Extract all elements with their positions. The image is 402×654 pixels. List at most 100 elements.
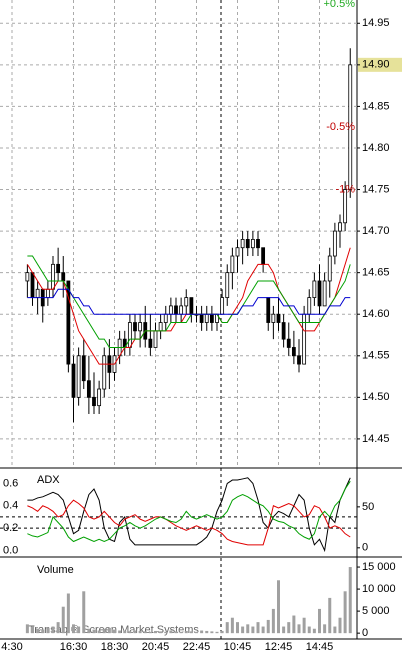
candle-body <box>127 322 132 348</box>
volume-bar <box>200 630 204 634</box>
candle-body <box>138 322 143 332</box>
candle-body <box>261 247 266 265</box>
indicator-line <box>27 499 351 546</box>
volume-bar <box>87 628 91 634</box>
candle-body <box>250 239 255 249</box>
candle-body <box>312 280 317 298</box>
indicator-line <box>27 480 351 543</box>
volume-bar <box>148 631 152 634</box>
candle-body <box>348 64 353 190</box>
candle-body <box>317 280 322 307</box>
volume-bar <box>333 626 337 634</box>
volume-bar <box>128 631 132 634</box>
candle-body <box>297 355 301 365</box>
candle-body <box>209 313 214 323</box>
volume-bar <box>56 622 60 634</box>
candle-body <box>76 355 81 398</box>
x-tick-label: 12:45 <box>265 641 293 653</box>
candle-body <box>322 280 327 307</box>
candle-body <box>174 305 178 315</box>
volume-bar <box>225 622 229 634</box>
y-tick-label: 14.70 <box>362 225 390 237</box>
annotation: -0.5% <box>326 121 355 133</box>
volume-bar <box>41 629 45 634</box>
volume-bar <box>113 629 116 634</box>
volume-bar <box>133 630 137 634</box>
candle-body <box>133 322 137 332</box>
volume-bar <box>343 591 347 634</box>
y-tick-label: 14.45 <box>362 433 390 445</box>
volume-bar <box>348 567 352 634</box>
candle-body <box>204 313 209 323</box>
candle-body <box>271 313 276 323</box>
candle-body <box>158 322 163 332</box>
volume-bar <box>118 630 122 634</box>
x-tick-label: 10:45 <box>224 641 252 653</box>
candle-body <box>266 297 271 323</box>
candle-body <box>92 396 96 407</box>
volume-bar <box>215 631 219 634</box>
volume-bar <box>77 626 81 634</box>
candle-body <box>81 355 86 382</box>
candle-body <box>66 280 71 365</box>
volume-bar <box>205 630 209 634</box>
candle-body <box>291 347 296 357</box>
moving-average <box>27 288 351 315</box>
volume-bar <box>189 631 193 634</box>
candle-body <box>332 230 337 257</box>
candle-body <box>199 313 204 323</box>
candle-body <box>327 255 332 282</box>
candle-body <box>240 239 245 249</box>
volume-bar <box>72 624 75 634</box>
volume-bar <box>256 622 260 634</box>
x-tick-label: 20:45 <box>142 641 170 653</box>
volume-bar <box>230 617 234 634</box>
y-tick-label: 14.80 <box>362 142 390 154</box>
candle-body <box>307 297 312 315</box>
candle-body <box>225 272 230 298</box>
volume-bar <box>82 591 86 634</box>
candle-body <box>343 189 348 224</box>
candle-body <box>163 313 168 323</box>
candle-body <box>45 288 50 298</box>
panel-title: ADX <box>37 474 60 486</box>
annotation: +0.5% <box>324 0 356 10</box>
y-tick-label: 14.90 <box>362 59 390 71</box>
annotation: -1% <box>335 183 355 195</box>
volume-bar <box>66 593 70 634</box>
y-tick-label: 10 000 <box>362 583 396 595</box>
candle-body <box>220 297 225 315</box>
candle-body <box>30 272 35 298</box>
volume-bar <box>138 630 142 634</box>
candle-body <box>102 355 107 390</box>
candle-body <box>25 272 30 282</box>
y-tick-label: 14.50 <box>362 391 390 403</box>
volume-bar <box>184 630 188 634</box>
volume-bar <box>282 626 286 634</box>
candle-body <box>61 272 66 282</box>
candle-body <box>97 388 102 407</box>
x-tick-label: 16:30 <box>60 641 88 653</box>
candle-body <box>179 305 184 315</box>
volume-bar <box>302 617 306 634</box>
volume-bar <box>210 631 214 634</box>
volume-bar <box>312 628 316 634</box>
candle-body <box>281 322 286 340</box>
candle-body <box>235 247 240 257</box>
volume-bar <box>107 627 111 634</box>
y-tick-label: 14.75 <box>362 183 390 195</box>
candle-body <box>302 313 307 365</box>
volume-bar <box>46 627 50 634</box>
y-tick-label: 0.0 <box>3 544 18 556</box>
volume-bar <box>241 626 245 634</box>
volume-bar <box>51 626 55 634</box>
volume-bar <box>323 624 327 634</box>
volume-bar <box>169 630 173 634</box>
last-price-highlight <box>358 57 402 72</box>
volume-bar <box>220 630 224 634</box>
volume-bar <box>318 608 321 634</box>
volume-bar <box>195 631 198 634</box>
